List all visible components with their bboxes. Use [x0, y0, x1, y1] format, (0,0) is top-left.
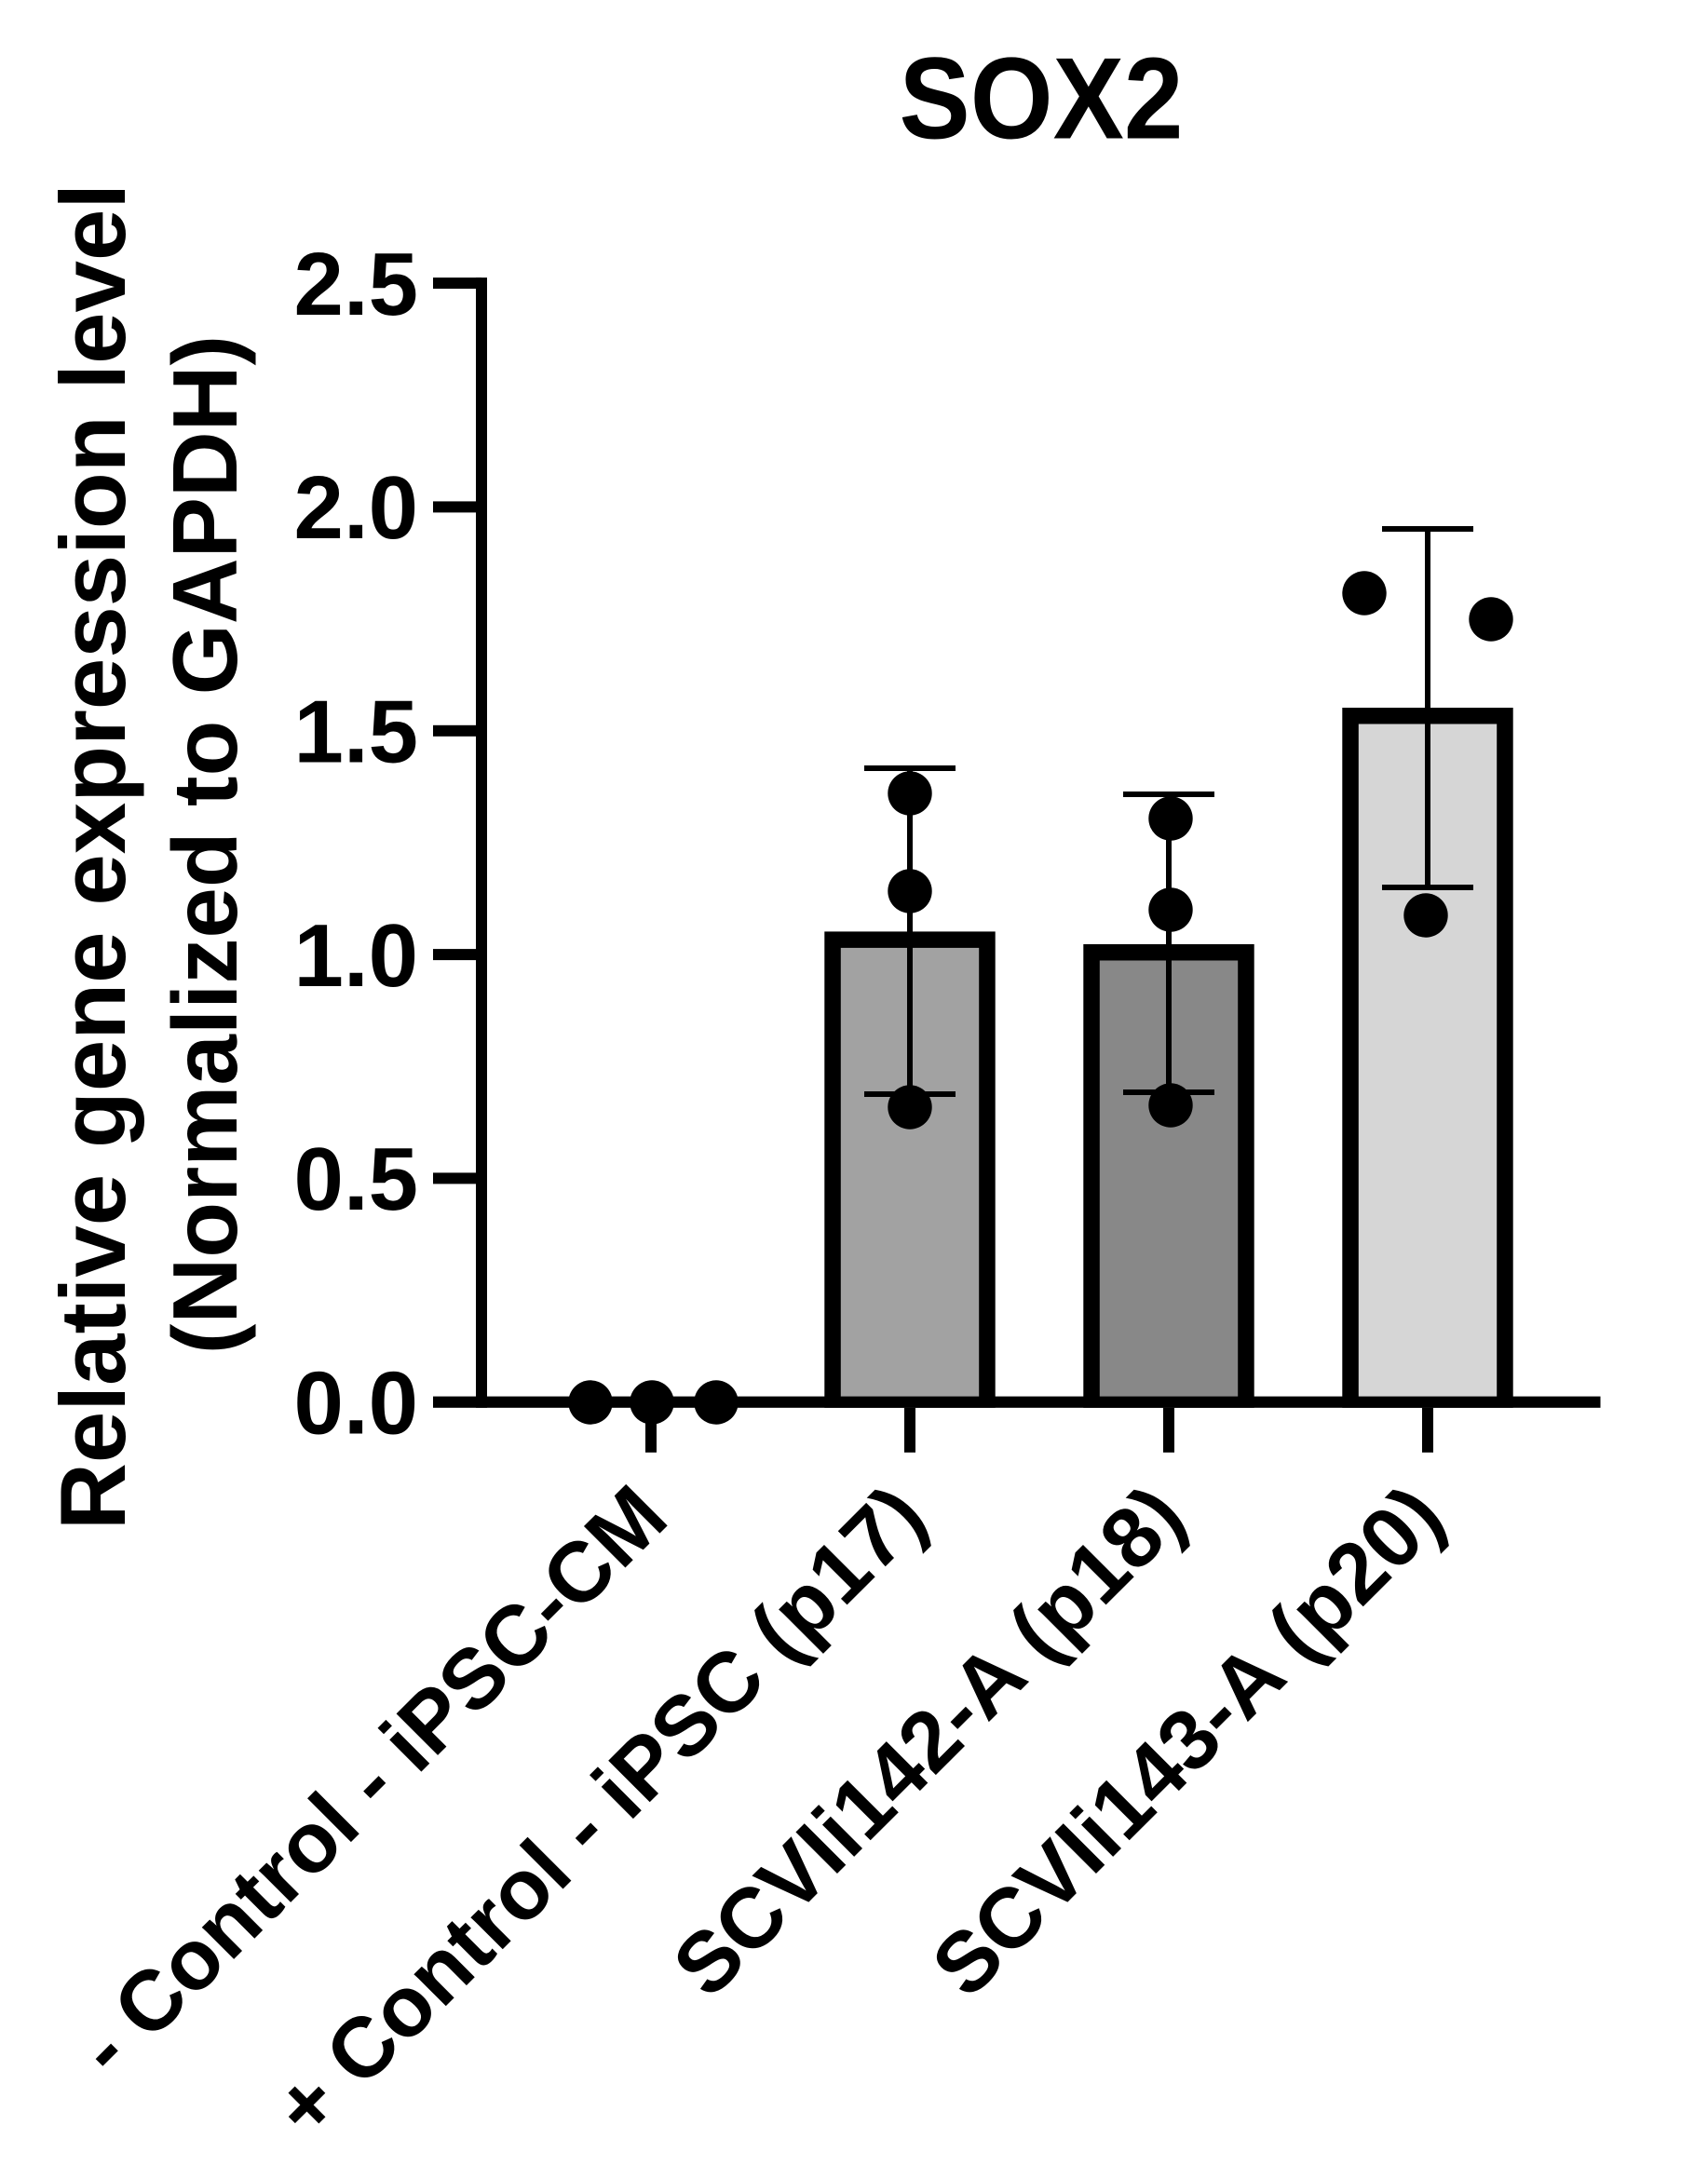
svg-text:Relative gene expression level: Relative gene expression level: [42, 183, 145, 1530]
svg-text:(Normalized to GAPDH): (Normalized to GAPDH): [154, 335, 256, 1354]
svg-text:0.5: 0.5: [294, 1130, 418, 1229]
svg-text:2.5: 2.5: [294, 235, 418, 334]
svg-text:1.0: 1.0: [294, 906, 418, 1006]
svg-text:0.0: 0.0: [294, 1354, 418, 1454]
svg-text:1.5: 1.5: [294, 683, 418, 782]
svg-text:2.0: 2.0: [294, 458, 418, 558]
svg-text:SOX2: SOX2: [900, 35, 1184, 164]
